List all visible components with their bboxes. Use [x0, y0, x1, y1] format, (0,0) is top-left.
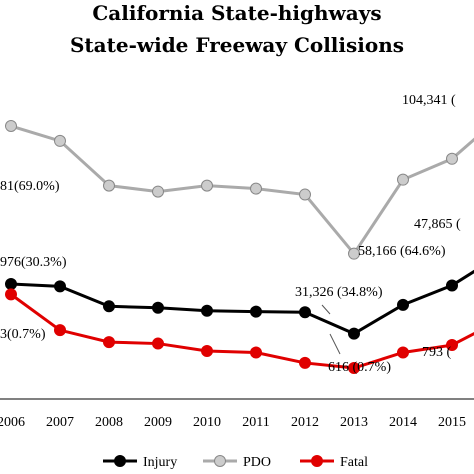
point-fatal-2015 — [446, 339, 458, 352]
point-pdo-2014 — [397, 173, 409, 186]
series-lines — [10, 124, 474, 370]
point-injury-2010 — [201, 304, 213, 317]
point-injury-2007 — [54, 280, 66, 293]
x-tick-labels: 2006 2007 2008 2009 2010 2011 2012 2013 2014 2015… — [0, 415, 466, 430]
legend-label-fatal: Fatal — [340, 455, 368, 470]
legend-label-pdo: PDO — [243, 455, 271, 470]
x-tick-label-2008: 2008 — [95, 415, 123, 430]
point-pdo-2011 — [250, 182, 262, 195]
x-tick-label-2010: 2010 — [193, 415, 221, 430]
point-injury-2013 — [348, 327, 360, 340]
point-fatal-2013 — [348, 361, 360, 374]
annotation-connectors — [321, 304, 341, 355]
point-pdo-2013 — [348, 247, 360, 260]
point-pdo-2007 — [54, 134, 66, 147]
point-injury-2009 — [152, 301, 164, 314]
legend: Injury PDO Fatal — [103, 455, 368, 470]
point-fatal-2007 — [54, 324, 66, 337]
point-pdo-2012 — [299, 188, 311, 201]
point-pdo-2006 — [5, 120, 17, 133]
annotation-fatal-2006: 3(0.7%) — [0, 327, 46, 342]
series-markers — [5, 120, 458, 374]
annotation-pdo-2013: 58,166 (64.6%) — [358, 244, 446, 259]
point-injury-2011 — [250, 305, 262, 318]
annotation-connector-2013-fatal — [329, 333, 341, 355]
point-fatal-2014 — [397, 346, 409, 359]
annotation-injury-2013: 31,326 (34.8%) — [295, 285, 383, 300]
x-tick-label-2014: 2014 — [389, 415, 417, 430]
point-injury-2012 — [299, 306, 311, 319]
legend-swatch-marker-fatal — [311, 455, 323, 467]
annotation-pdo-2006: 81(69.0%) — [0, 179, 60, 194]
point-pdo-2010 — [201, 179, 213, 192]
series-line-injury — [10, 269, 474, 336]
annotation-fatal-2016: 793 ( — [422, 345, 452, 360]
point-injury-2008 — [103, 300, 115, 313]
point-fatal-2008 — [103, 336, 115, 349]
point-injury-2014 — [397, 298, 409, 311]
x-tick-label-2007: 2007 — [46, 415, 74, 430]
legend-swatch-marker-injury — [114, 455, 126, 467]
legend-swatch-marker-pdo — [214, 455, 226, 467]
x-tick-label-2011: 2011 — [242, 415, 269, 430]
x-tick-label-2006: 2006 — [0, 415, 25, 430]
annotation-pdo-2016: 104,341 ( — [402, 93, 456, 108]
point-fatal-2010 — [201, 345, 213, 358]
legend-label-injury: Injury — [143, 455, 177, 470]
annotation-connector-2013-injury — [321, 304, 331, 315]
annotation-fatal-2013: 616 (0.7%) — [328, 360, 391, 375]
point-pdo-2009 — [152, 185, 164, 198]
data-labels: 104,341 ( 81(69.0%) 47,865 ( 976(30.3%) … — [0, 93, 461, 375]
point-fatal-2012 — [299, 356, 311, 369]
x-tick-label-2015: 2015 — [438, 415, 466, 430]
x-tick-label-2013: 2013 — [340, 415, 368, 430]
point-pdo-2008 — [103, 179, 115, 192]
chart-subtitle: State-wide Freeway Collisions — [70, 33, 404, 57]
x-tick-label-2009: 2009 — [144, 415, 172, 430]
chart-title: California State-highways — [92, 1, 381, 25]
annotation-injury-2006: 976(30.3%) — [0, 255, 67, 270]
point-pdo-2015 — [446, 152, 458, 165]
point-fatal-2009 — [152, 337, 164, 350]
point-fatal-2011 — [250, 346, 262, 359]
point-injury-2006 — [5, 277, 17, 290]
annotation-injury-2016: 47,865 ( — [414, 217, 461, 232]
point-fatal-2006 — [5, 288, 17, 301]
point-injury-2015 — [446, 279, 458, 292]
x-tick-label-2012: 2012 — [291, 415, 319, 430]
